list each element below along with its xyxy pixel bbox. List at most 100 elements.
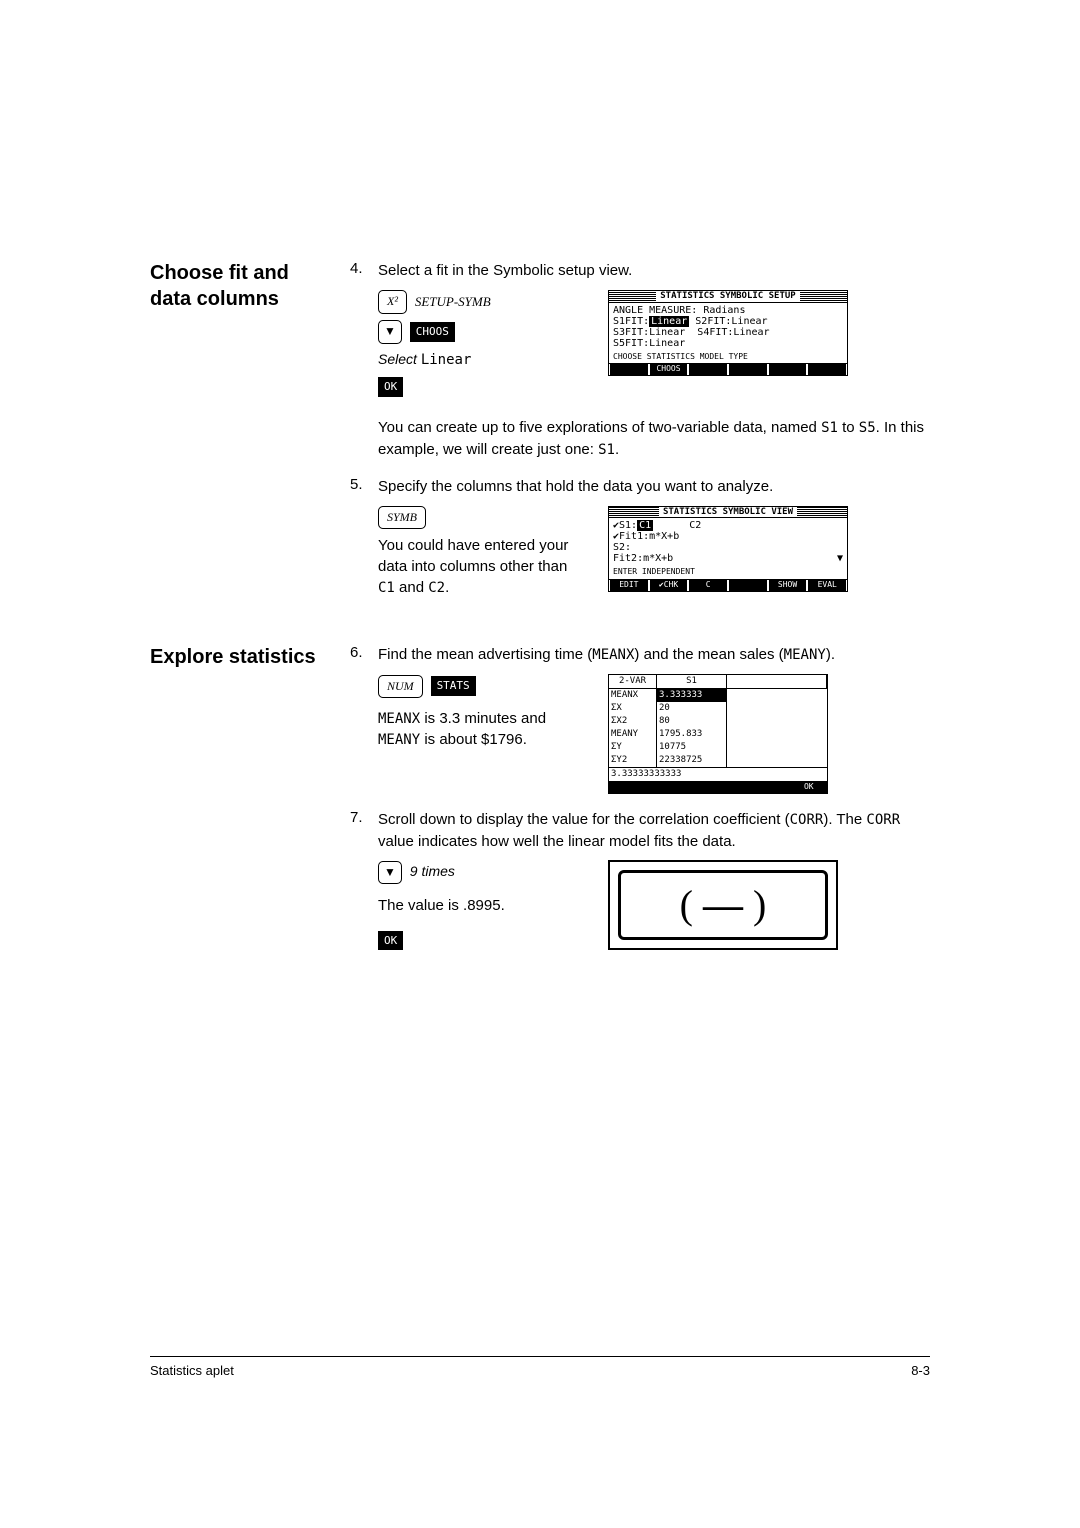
shot4-l1b: Radians — [703, 305, 745, 316]
step-7-keys: ▼ 9 times The value is .8995. OK — [378, 860, 588, 950]
s7t5: value indicates how well the linear mode… — [378, 833, 736, 850]
r1v: 3.333333 — [657, 689, 727, 702]
paren-left-icon: ( — [680, 876, 693, 934]
paren-right-icon: ) — [753, 876, 766, 934]
s7t4: CORR — [866, 812, 900, 828]
step-4-keys: X² SETUP-SYMB ▼ CHOOS Select Linear — [378, 290, 588, 398]
shot4-l2c: S2FIT: — [695, 316, 731, 327]
shot4-prompt: CHOOSE STATISTICS MODEL TYPE — [613, 353, 843, 362]
k5c2: C2 — [428, 580, 445, 596]
shot5-l3: S2: — [613, 542, 843, 553]
r6v: 22338725 — [657, 754, 727, 767]
ok-softkey-7: OK — [378, 931, 403, 951]
k5and: and — [395, 579, 428, 596]
shot4-l3c: S4FIT: — [697, 327, 733, 338]
symbolic-setup-screenshot: STATISTICS SYMBOLIC SETUP ANGLE MEASURE:… — [608, 290, 848, 376]
s7t3: ). The — [823, 811, 866, 828]
p4f: S1 — [598, 442, 615, 458]
shot5-title: STATISTICS SYMBOLIC VIEW — [659, 507, 797, 517]
r3v: 80 — [657, 715, 727, 728]
r4l: MEANY — [609, 728, 657, 741]
r1l: MEANX — [609, 689, 657, 702]
t6h1: 2-VAR — [609, 675, 657, 688]
step-4-para: You can create up to five explorations o… — [378, 417, 930, 461]
shot5-l1c: C2 — [689, 520, 701, 531]
explore-heading: Explore statistics — [150, 644, 330, 670]
k6p1: MEANX — [378, 711, 420, 727]
p4g: . — [615, 441, 619, 458]
step-5-number: 5. — [350, 476, 378, 599]
k6p4: is about $1796. — [420, 731, 527, 748]
step-6-body: Find the mean advertising time (MEANX) a… — [378, 644, 930, 794]
shot4-l4a: S5FIT: — [613, 338, 649, 349]
step-6: 6. Find the mean advertising time (MEANX… — [350, 644, 930, 794]
corr-inner: ( — ) — [618, 870, 828, 940]
shot5-l1b: C1 — [637, 520, 653, 531]
x2-key: X² — [378, 290, 407, 313]
explore-content-col: 6. Find the mean advertising time (MEANX… — [350, 644, 930, 966]
shot4-l3a: S3FIT: — [613, 327, 649, 338]
r2l: ΣX — [609, 702, 657, 715]
s6t1: Find the mean advertising time ( — [378, 646, 592, 663]
step-5: 5. Specify the columns that hold the dat… — [350, 476, 930, 599]
nine-times: 9 times — [410, 863, 455, 879]
r5l: ΣY — [609, 741, 657, 754]
shot5-l2: ✔Fit1:m*X+b — [613, 531, 843, 542]
k6p2: is 3.3 minutes and — [420, 710, 546, 727]
choos-softkey: CHOOS — [410, 322, 455, 342]
footer-left: Statistics aplet — [150, 1363, 234, 1378]
step-5-keys: SYMB You could have entered your data in… — [378, 506, 588, 599]
step-6-number: 6. — [350, 644, 378, 794]
k5dot: . — [445, 579, 449, 596]
step-4-body: Select a fit in the Symbolic setup view.… — [378, 260, 930, 461]
step-4: 4. Select a fit in the Symbolic setup vi… — [350, 260, 930, 461]
explore-heading-col: Explore statistics — [150, 644, 350, 966]
step-4-row: X² SETUP-SYMB ▼ CHOOS Select Linear — [378, 290, 930, 398]
step-6-para: MEANX is 3.3 minutes and MEANY is about … — [378, 708, 588, 751]
shot5-m5: EVAL — [808, 580, 846, 591]
k5c1: C1 — [378, 580, 395, 596]
p4b: S1 — [821, 420, 838, 436]
p4a: You can create up to five explorations o… — [378, 419, 821, 436]
step-7-body: Scroll down to display the value for the… — [378, 809, 930, 951]
shot5-m1: EDIT — [610, 580, 648, 591]
k5p1: You could have entered your data into co… — [378, 537, 568, 575]
step-7-number: 7. — [350, 809, 378, 951]
t6ok: OK — [792, 781, 826, 793]
shot5-m2: ✔CHK — [650, 580, 688, 591]
num-key: NUM — [378, 675, 423, 698]
s6t5: ). — [826, 646, 835, 663]
r6l: ΣY2 — [609, 754, 657, 767]
t6h2: S1 — [657, 675, 727, 688]
setup-symb-label: SETUP-SYMB — [415, 294, 491, 309]
s7t1: Scroll down to display the value for the… — [378, 811, 790, 828]
s6t2: MEANX — [592, 647, 634, 663]
step-5-text: Specify the columns that hold the data y… — [378, 476, 930, 498]
shot4-l2b: Linear — [649, 316, 689, 327]
s7t2: CORR — [790, 812, 824, 828]
section-content-col: 4. Select a fit in the Symbolic setup vi… — [350, 260, 930, 614]
r3l: ΣX2 — [609, 715, 657, 728]
shot4-l3d: Linear — [733, 327, 769, 338]
stats-softkey: STATS — [431, 676, 476, 696]
step-5-para: You could have entered your data into co… — [378, 535, 588, 599]
page-footer: Statistics aplet 8-3 — [150, 1356, 930, 1378]
shot5-m3: C — [689, 580, 727, 591]
corr-screenshot: ( — ) — [608, 860, 838, 950]
shot5-l4: Fit2:m*X+b — [613, 553, 673, 564]
section-explore-stats: Explore statistics 6. Find the mean adve… — [150, 644, 930, 966]
symb-key: SYMB — [378, 506, 426, 529]
shot5-l1a: ✔S1: — [613, 520, 637, 531]
step-5-body: Specify the columns that hold the data y… — [378, 476, 930, 599]
shot4-l3b: Linear — [649, 327, 685, 338]
step-6-row: NUM STATS MEANX is 3.3 minutes and MEANY… — [378, 674, 930, 794]
section-choose-fit: Choose fit and data columns 4. Select a … — [150, 260, 930, 614]
r2v: 20 — [657, 702, 727, 715]
ok-softkey: OK — [378, 377, 403, 397]
t6footer: 3.33333333333 — [609, 767, 827, 781]
s6t4: MEANY — [784, 647, 826, 663]
select-label: Select — [378, 351, 417, 367]
corr-value-text: The value is .8995. — [378, 894, 588, 918]
shot4-l1a: ANGLE MEASURE: — [613, 305, 697, 316]
down-key: ▼ — [378, 320, 402, 343]
